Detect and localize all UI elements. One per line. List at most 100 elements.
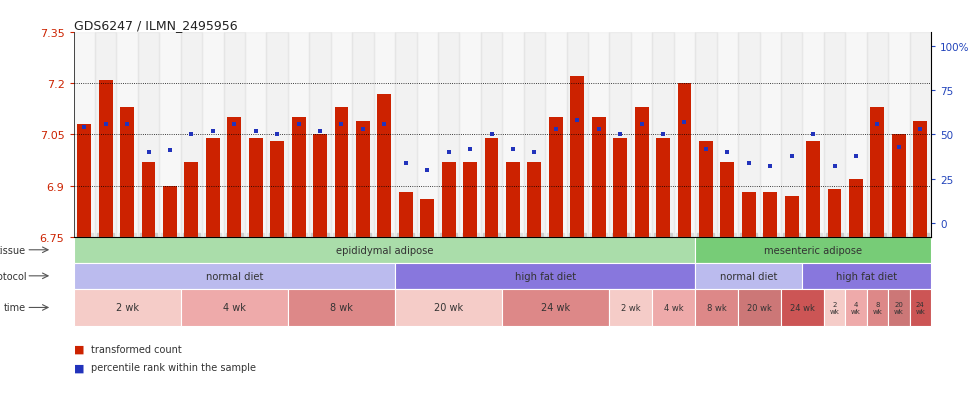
Bar xyxy=(695,237,931,263)
Bar xyxy=(549,118,563,237)
Text: time: time xyxy=(4,303,26,313)
Point xyxy=(591,126,607,133)
Point xyxy=(441,150,457,156)
Bar xyxy=(870,108,884,237)
Point xyxy=(226,121,242,128)
Bar xyxy=(785,196,799,237)
Bar xyxy=(695,289,738,326)
Bar xyxy=(399,193,413,237)
Bar xyxy=(909,33,931,237)
Point xyxy=(463,146,478,152)
Point xyxy=(741,160,757,166)
Bar xyxy=(566,33,588,237)
Bar xyxy=(395,263,695,289)
Bar xyxy=(781,33,803,237)
Bar xyxy=(184,162,198,237)
Text: 2
wk: 2 wk xyxy=(830,301,840,314)
Bar xyxy=(74,33,95,237)
Point xyxy=(827,164,843,170)
Text: normal diet: normal diet xyxy=(720,271,777,281)
Bar xyxy=(677,84,692,237)
Point xyxy=(676,119,692,126)
Bar xyxy=(464,162,477,237)
Point xyxy=(76,125,92,131)
Bar xyxy=(803,33,824,237)
Point xyxy=(183,132,199,138)
Bar xyxy=(292,118,306,237)
Bar xyxy=(588,33,610,237)
Bar xyxy=(803,263,931,289)
Point xyxy=(505,146,520,152)
Bar xyxy=(888,33,909,237)
Bar xyxy=(180,33,202,237)
Text: mesenteric adipose: mesenteric adipose xyxy=(764,245,862,255)
Point xyxy=(569,118,585,124)
Bar xyxy=(484,138,499,237)
Text: 2 wk: 2 wk xyxy=(621,303,641,312)
Bar xyxy=(223,33,245,237)
Bar xyxy=(356,121,369,237)
Bar xyxy=(824,33,845,237)
Bar xyxy=(674,33,695,237)
Point xyxy=(869,121,885,128)
Bar xyxy=(695,33,716,237)
Point xyxy=(248,128,264,135)
Bar xyxy=(373,33,395,237)
Bar xyxy=(74,237,695,263)
Bar xyxy=(506,162,520,237)
Bar xyxy=(460,33,481,237)
Text: 4 wk: 4 wk xyxy=(222,303,246,313)
Bar xyxy=(610,289,653,326)
Bar xyxy=(592,118,606,237)
Text: ■: ■ xyxy=(74,363,87,373)
Bar xyxy=(653,33,674,237)
Point xyxy=(120,121,135,128)
Text: 8 wk: 8 wk xyxy=(707,303,726,312)
Bar xyxy=(527,162,541,237)
Bar xyxy=(699,142,712,237)
Text: 4
wk: 4 wk xyxy=(851,301,860,314)
Bar xyxy=(117,33,138,237)
Bar xyxy=(653,289,695,326)
Bar xyxy=(180,289,288,326)
Text: protocol: protocol xyxy=(0,271,26,281)
Bar xyxy=(352,33,373,237)
Bar xyxy=(763,193,777,237)
Bar xyxy=(807,142,820,237)
Bar xyxy=(395,289,502,326)
Point xyxy=(612,132,628,138)
Point xyxy=(912,126,928,133)
Point xyxy=(398,160,414,166)
Bar xyxy=(523,33,545,237)
Text: 20
wk: 20 wk xyxy=(894,301,904,314)
Bar xyxy=(613,138,627,237)
Bar xyxy=(481,33,502,237)
Point xyxy=(355,126,370,133)
Bar xyxy=(227,118,241,237)
Text: normal diet: normal diet xyxy=(206,271,263,281)
Point xyxy=(333,121,349,128)
Bar xyxy=(888,289,909,326)
Text: epididymal adipose: epididymal adipose xyxy=(335,245,433,255)
Bar xyxy=(760,33,781,237)
Text: ■: ■ xyxy=(74,344,87,354)
Text: 20 wk: 20 wk xyxy=(747,303,772,312)
Bar xyxy=(716,33,738,237)
Point xyxy=(848,153,863,159)
Point xyxy=(526,150,542,156)
Point xyxy=(419,167,435,173)
Bar xyxy=(99,81,113,237)
Bar xyxy=(420,200,434,237)
Text: 8 wk: 8 wk xyxy=(330,303,353,313)
Text: high fat diet: high fat diet xyxy=(836,271,898,281)
Bar xyxy=(74,289,180,326)
Text: high fat diet: high fat diet xyxy=(514,271,575,281)
Bar xyxy=(310,33,330,237)
Bar xyxy=(866,289,888,326)
Point xyxy=(313,128,328,135)
Bar xyxy=(334,108,349,237)
Bar xyxy=(202,33,223,237)
Point xyxy=(784,153,800,159)
Bar xyxy=(738,289,781,326)
Bar xyxy=(849,179,863,237)
